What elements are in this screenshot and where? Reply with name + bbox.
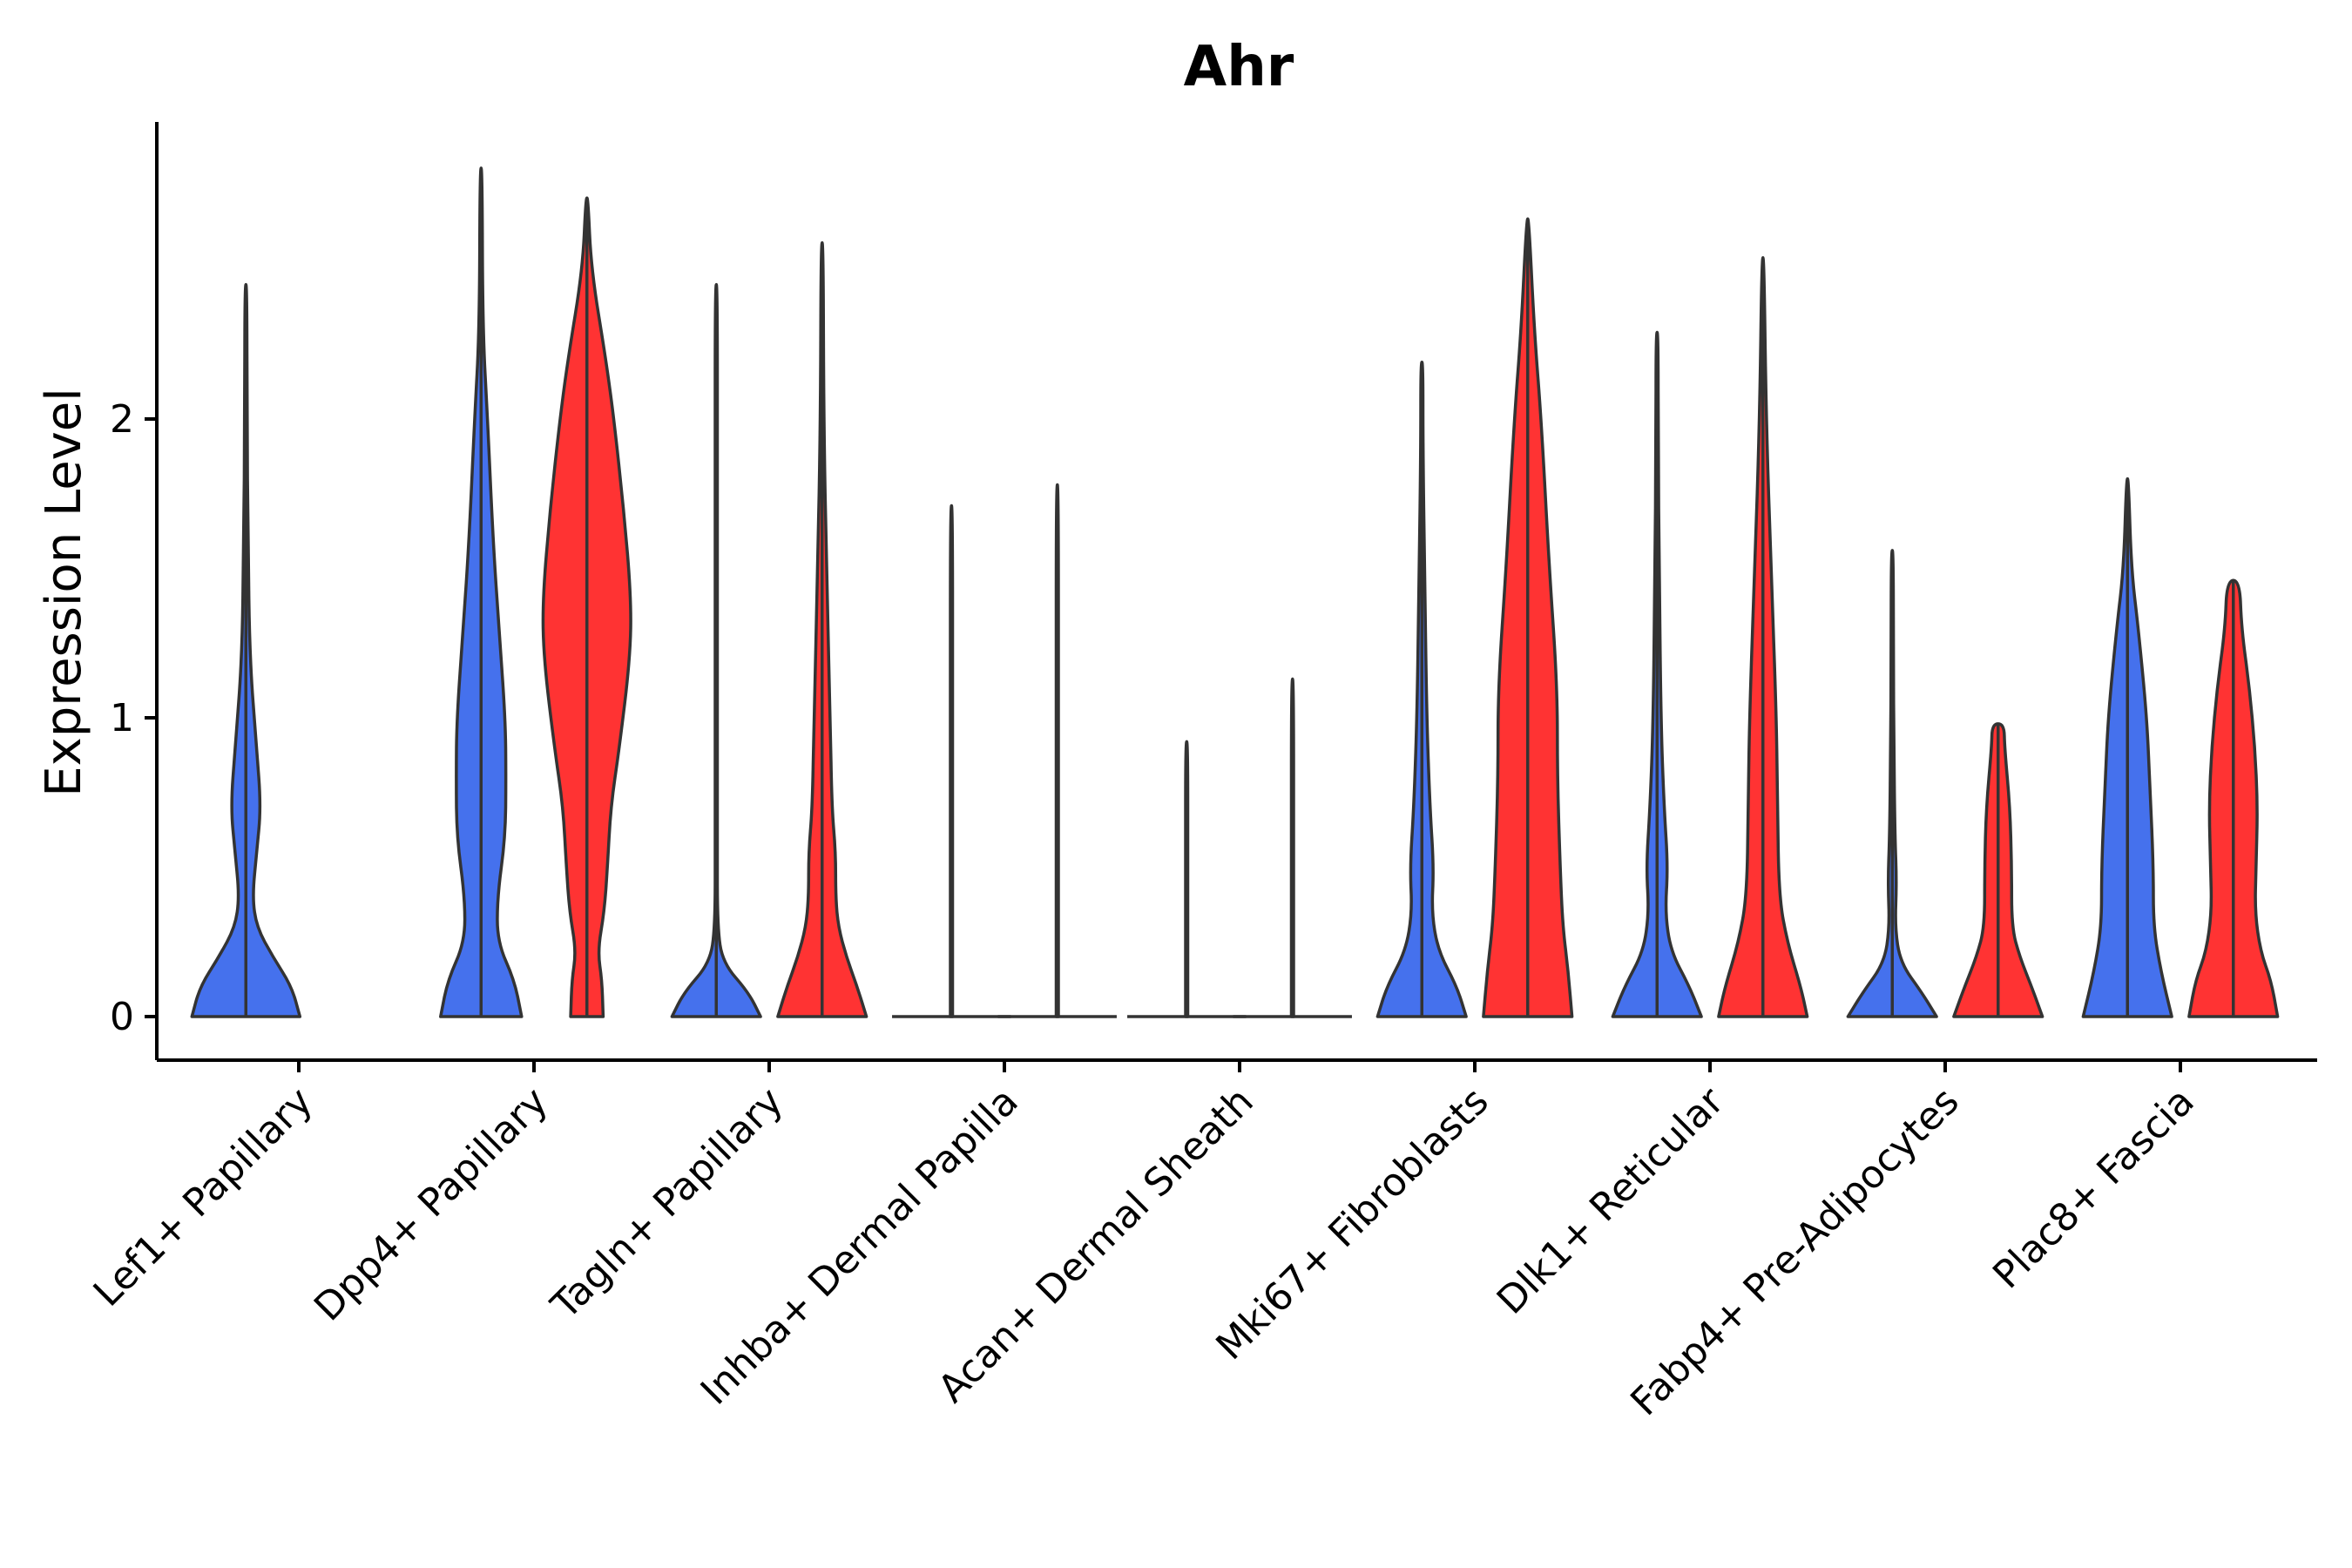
x-tick-label: Dlk1+ Reticular <box>1489 1078 1734 1323</box>
y-tick-label: 0 <box>110 995 134 1039</box>
chart-title: Ahr <box>1184 35 1294 99</box>
x-tick-label: Plac8+ Fascia <box>1984 1079 2203 1298</box>
x-tick-label: Tagln+ Papillary <box>543 1079 792 1328</box>
x-tick-label: Dpp4+ Papillary <box>306 1079 557 1330</box>
y-tick-label: 2 <box>110 397 134 442</box>
y-axis-label: Expression Level <box>36 388 92 797</box>
x-tick-label: Lef1+ Papillary <box>85 1079 321 1315</box>
x-tick-label: Mki67+ Fibroblasts <box>1207 1079 1497 1369</box>
violin-layer <box>190 166 2280 1018</box>
y-tick-label: 1 <box>110 696 134 740</box>
